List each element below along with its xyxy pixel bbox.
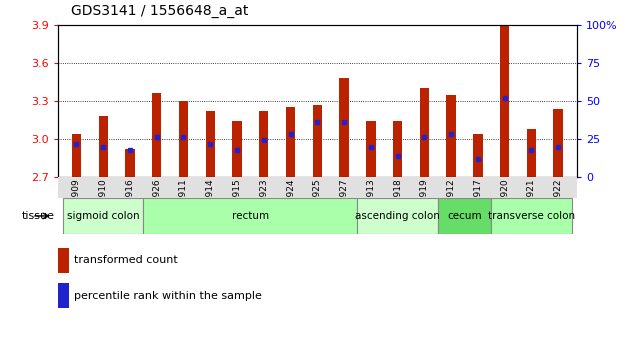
Bar	[491, 198, 572, 234]
Text: GSM234917: GSM234917	[473, 178, 483, 233]
Text: sigmoid colon: sigmoid colon	[67, 211, 140, 221]
Bar	[72, 134, 81, 177]
Bar	[339, 78, 349, 177]
Text: GSM234927: GSM234927	[340, 178, 349, 233]
Bar	[286, 107, 296, 177]
Text: GSM234913: GSM234913	[366, 178, 376, 233]
Bar	[125, 149, 135, 177]
Text: GSM234923: GSM234923	[259, 178, 269, 233]
Text: rectum: rectum	[232, 211, 269, 221]
Text: GSM234922: GSM234922	[554, 178, 563, 233]
Text: tissue: tissue	[22, 211, 54, 221]
Bar	[206, 111, 215, 177]
Text: GSM234916: GSM234916	[126, 178, 135, 233]
Text: GSM234921: GSM234921	[527, 178, 536, 233]
Bar	[393, 121, 403, 177]
Text: ascending colon: ascending colon	[355, 211, 440, 221]
Bar	[63, 198, 144, 234]
Bar	[99, 116, 108, 177]
Bar	[527, 129, 536, 177]
Text: GSM234918: GSM234918	[393, 178, 402, 233]
Text: GSM234912: GSM234912	[447, 178, 456, 233]
Text: transverse colon: transverse colon	[488, 211, 575, 221]
Text: percentile rank within the sample: percentile rank within the sample	[74, 291, 262, 301]
Bar	[553, 108, 563, 177]
Bar	[500, 25, 510, 177]
Bar	[473, 134, 483, 177]
Text: GSM234925: GSM234925	[313, 178, 322, 233]
Bar	[313, 105, 322, 177]
Text: GSM234909: GSM234909	[72, 178, 81, 233]
Bar	[259, 111, 269, 177]
Bar	[358, 198, 438, 234]
Text: GSM234910: GSM234910	[99, 178, 108, 233]
Bar	[232, 121, 242, 177]
Text: GSM234915: GSM234915	[233, 178, 242, 233]
Text: GSM234911: GSM234911	[179, 178, 188, 233]
Text: GSM234919: GSM234919	[420, 178, 429, 233]
Bar	[179, 101, 188, 177]
Text: transformed count: transformed count	[74, 255, 178, 265]
Bar	[152, 93, 162, 177]
Text: cecum: cecum	[447, 211, 482, 221]
Text: GDS3141 / 1556648_a_at: GDS3141 / 1556648_a_at	[71, 4, 248, 18]
Text: GSM234926: GSM234926	[152, 178, 162, 233]
Text: GSM234920: GSM234920	[500, 178, 509, 233]
Bar	[144, 198, 358, 234]
Text: GSM234914: GSM234914	[206, 178, 215, 233]
Bar	[366, 121, 376, 177]
Bar	[420, 88, 429, 177]
Bar	[438, 198, 491, 234]
Bar	[446, 95, 456, 177]
Bar	[58, 177, 577, 198]
Text: GSM234924: GSM234924	[286, 178, 295, 233]
